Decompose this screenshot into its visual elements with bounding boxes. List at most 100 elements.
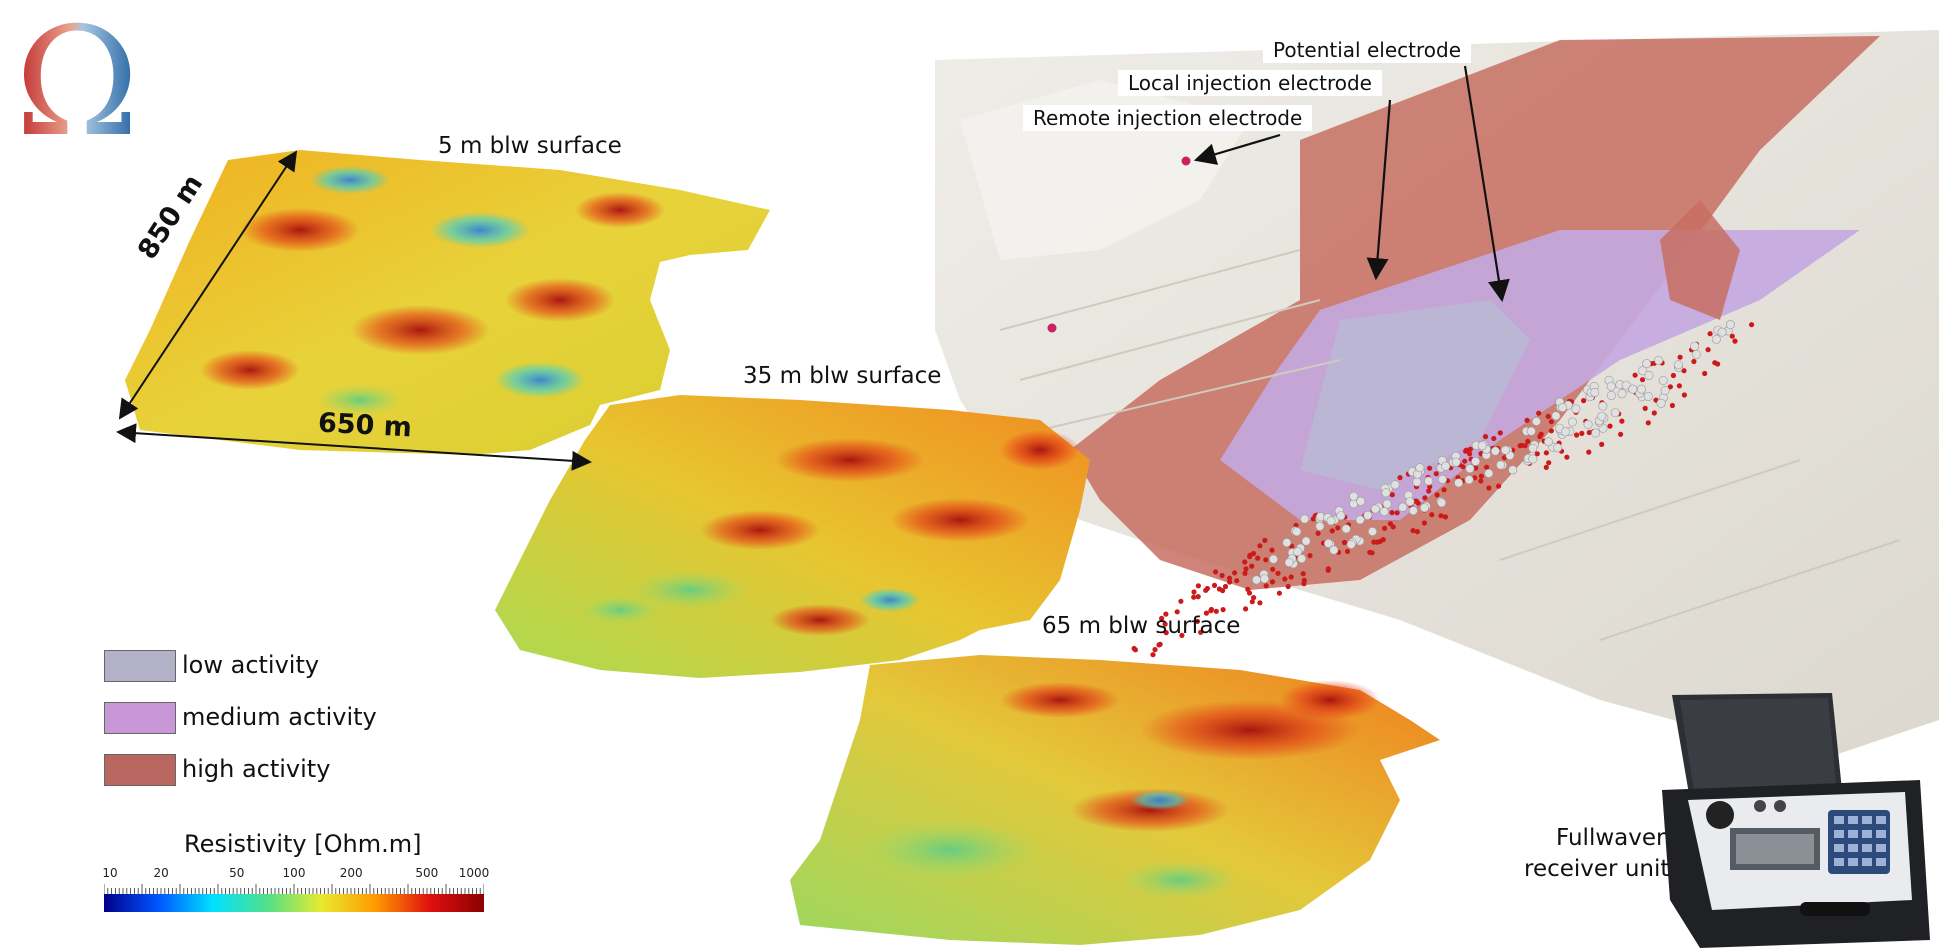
potential-electrode-dot — [1656, 398, 1666, 408]
potential-electrode-dot — [1269, 554, 1279, 564]
potential-electrode-dot — [1355, 515, 1365, 525]
injection-electrode-dot — [1220, 607, 1226, 613]
omega-logo: Ω — [15, 0, 139, 170]
injection-electrode-dot — [1586, 449, 1592, 455]
injection-electrode-dot — [1618, 431, 1624, 437]
receiver-unit-photo — [1662, 693, 1930, 948]
injection-electrode-dot — [1545, 413, 1551, 419]
injection-electrode-dot — [1301, 581, 1307, 587]
potential-electrode-dot — [1674, 360, 1684, 370]
potential-electrode-dot — [1454, 478, 1464, 488]
injection-electrode-dot — [1159, 615, 1165, 622]
injection-electrode-dot — [1712, 360, 1718, 366]
potential-electrode-dot — [1610, 408, 1620, 418]
injection-electrode-dot — [1422, 495, 1428, 501]
injection-electrode-dot — [1387, 521, 1393, 527]
injection-electrode-dot — [1434, 492, 1440, 498]
potential-electrode-dot — [1644, 370, 1654, 380]
potential-electrode-dot — [1725, 320, 1735, 330]
dimension-arrow-850 — [118, 150, 298, 420]
injection-electrode-dot — [1433, 471, 1439, 477]
injection-electrode-dot — [1548, 419, 1554, 425]
injection-electrode-dot — [1482, 434, 1489, 440]
injection-electrode-dot — [1669, 402, 1675, 409]
injection-electrode-dot — [1681, 392, 1687, 398]
injection-electrode-dot — [1213, 608, 1219, 614]
potential-electrode-dot — [1553, 443, 1563, 453]
potential-electrode-dot — [1583, 419, 1593, 429]
injection-electrode-dot — [1270, 566, 1276, 572]
potential-electrode-dot — [1379, 507, 1389, 517]
potential-electrode-dot — [1558, 402, 1568, 412]
injection-electrode-dot — [1307, 553, 1313, 559]
potential-electrode-dot — [1484, 468, 1494, 478]
injection-electrode-dot — [1335, 525, 1341, 531]
potential-electrode-dot — [1363, 510, 1373, 520]
injection-electrode-dot — [1639, 377, 1646, 383]
injection-electrode-dot — [1667, 384, 1673, 390]
injection-electrode-dot — [1269, 547, 1275, 553]
potential-electrode-dot — [1597, 411, 1607, 421]
injection-electrode-dot — [1579, 430, 1585, 436]
injection-electrode-dot — [1463, 448, 1469, 454]
injection-electrode-dot — [1285, 583, 1291, 590]
injection-electrode-dot — [1486, 485, 1492, 491]
injection-electrode-dot — [1329, 528, 1335, 534]
callout-potential-electrode: Potential electrode — [1263, 37, 1471, 63]
potential-electrode-dot — [1598, 401, 1608, 411]
injection-electrode-dot — [1315, 530, 1321, 536]
injection-electrode-dot — [1676, 383, 1682, 389]
colorbar-tick-label: 20 — [153, 866, 169, 880]
injection-electrode-dot — [1288, 574, 1294, 580]
injection-electrode-dot — [1421, 520, 1427, 526]
dimension-label-650: 650 m — [317, 407, 413, 444]
legend-label-medium: medium activity — [182, 703, 377, 731]
injection-electrode-dot — [1216, 586, 1222, 592]
injection-electrode-dot — [1178, 598, 1184, 604]
potential-electrode-dot — [1415, 463, 1425, 473]
injection-electrode-dot — [1441, 487, 1447, 493]
injection-electrode-dot — [1249, 563, 1255, 569]
injection-electrode-dot — [1467, 451, 1473, 457]
injection-electrode-dot — [1415, 500, 1421, 506]
potential-electrode-dot — [1438, 474, 1448, 484]
injection-electrode-dot — [1732, 338, 1738, 344]
potential-electrode-dot — [1531, 416, 1541, 426]
injection-electrode-dot — [1150, 652, 1156, 658]
injection-electrode-dot — [1491, 435, 1497, 442]
injection-electrode-dot — [1429, 512, 1435, 518]
potential-electrode-dot — [1500, 445, 1510, 455]
potential-electrode-dot — [1544, 437, 1554, 447]
potential-electrode-dot — [1284, 557, 1294, 567]
injection-electrode-dot — [1211, 582, 1218, 589]
injection-electrode-dot — [1195, 583, 1201, 589]
instrument-label-line1: Fullwaver — [1556, 825, 1666, 851]
potential-electrode-dot — [1300, 514, 1310, 524]
injection-electrode-dot — [1564, 454, 1570, 460]
injection-electrode-dot — [1534, 451, 1540, 457]
colorbar-tick-label: 100 — [282, 866, 306, 880]
potential-electrode-dot — [1329, 545, 1339, 555]
injection-electrode-dot — [1651, 410, 1657, 416]
potential-electrode-dot — [1382, 499, 1392, 509]
injection-electrode-dot — [1227, 579, 1233, 585]
injection-electrode-dot — [1574, 432, 1580, 438]
injection-electrode-dot — [1191, 594, 1197, 600]
potential-electrode-dot — [1260, 574, 1270, 584]
injection-electrode-dot — [1246, 590, 1253, 596]
injection-electrode-dot — [1729, 333, 1735, 339]
injection-electrode-dot — [1249, 599, 1255, 605]
injection-electrode-dot — [1194, 618, 1200, 625]
injection-electrode-dot — [1645, 420, 1651, 426]
potential-electrode-dot — [1561, 427, 1571, 437]
potential-electrode-dot — [1567, 417, 1577, 427]
callout-remote-injection-electrode: Remote injection electrode — [1023, 105, 1313, 131]
potential-electrode-dot — [1571, 404, 1581, 414]
potential-electrode-dot — [1691, 349, 1701, 359]
injection-electrode-dot — [1156, 642, 1162, 648]
potential-electrode-dot — [1658, 375, 1668, 385]
potential-electrode-dot — [1326, 516, 1336, 526]
injection-electrode-dot — [1380, 537, 1386, 543]
potential-electrode-dot — [1617, 389, 1627, 399]
